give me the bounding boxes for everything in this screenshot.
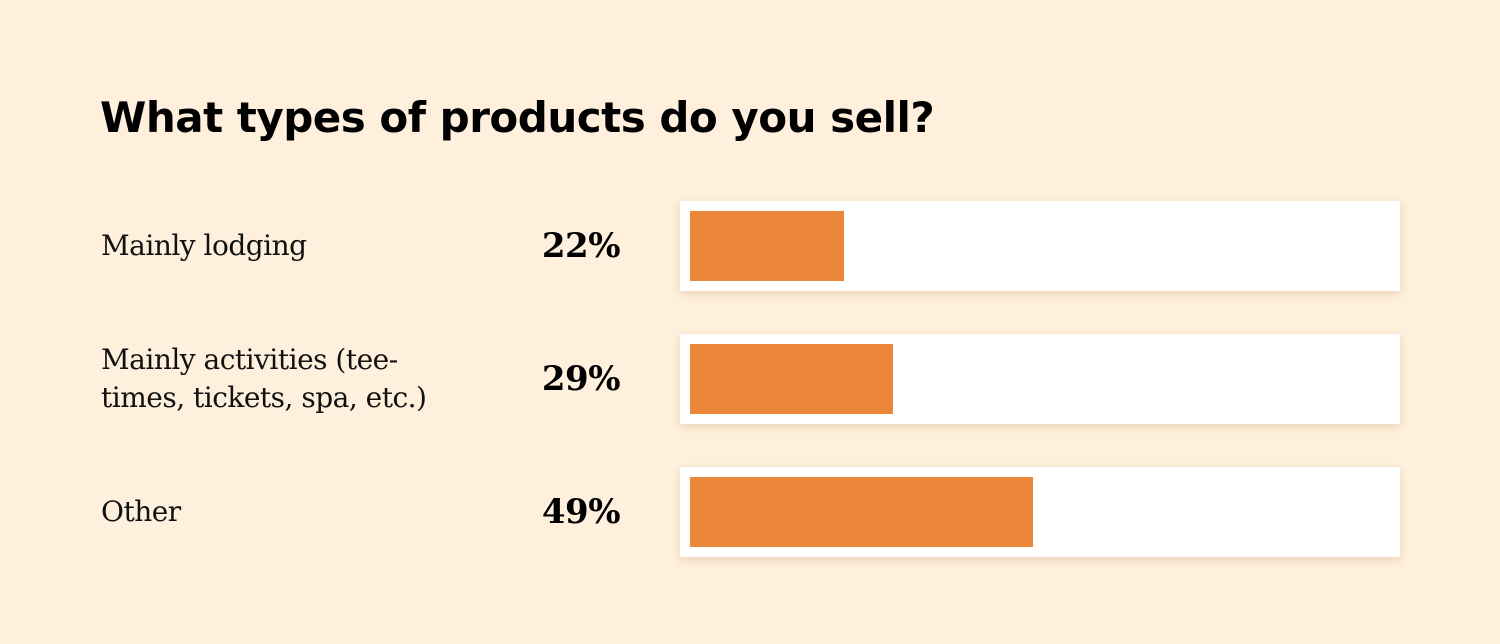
bar-track bbox=[680, 467, 1400, 557]
bar-row-mainly-lodging: Mainly lodging 22% bbox=[0, 201, 1500, 291]
bar-track bbox=[680, 334, 1400, 424]
bar-track bbox=[680, 201, 1400, 291]
value-label: 22% bbox=[541, 226, 621, 266]
category-label: Mainly activities (tee-times, tickets, s… bbox=[101, 343, 427, 414]
category-label: Other bbox=[101, 495, 181, 528]
bar-row-mainly-activities: Mainly activities (tee-times, tickets, s… bbox=[0, 334, 1500, 424]
bar bbox=[690, 344, 893, 414]
value-label: 29% bbox=[541, 359, 621, 399]
category-label: Mainly lodging bbox=[101, 229, 307, 262]
chart-title: What types of products do you sell? bbox=[100, 93, 935, 142]
value-label: 49% bbox=[541, 492, 621, 532]
bar bbox=[690, 211, 844, 281]
bar-row-other: Other 49% bbox=[0, 467, 1500, 557]
bar bbox=[690, 477, 1033, 547]
